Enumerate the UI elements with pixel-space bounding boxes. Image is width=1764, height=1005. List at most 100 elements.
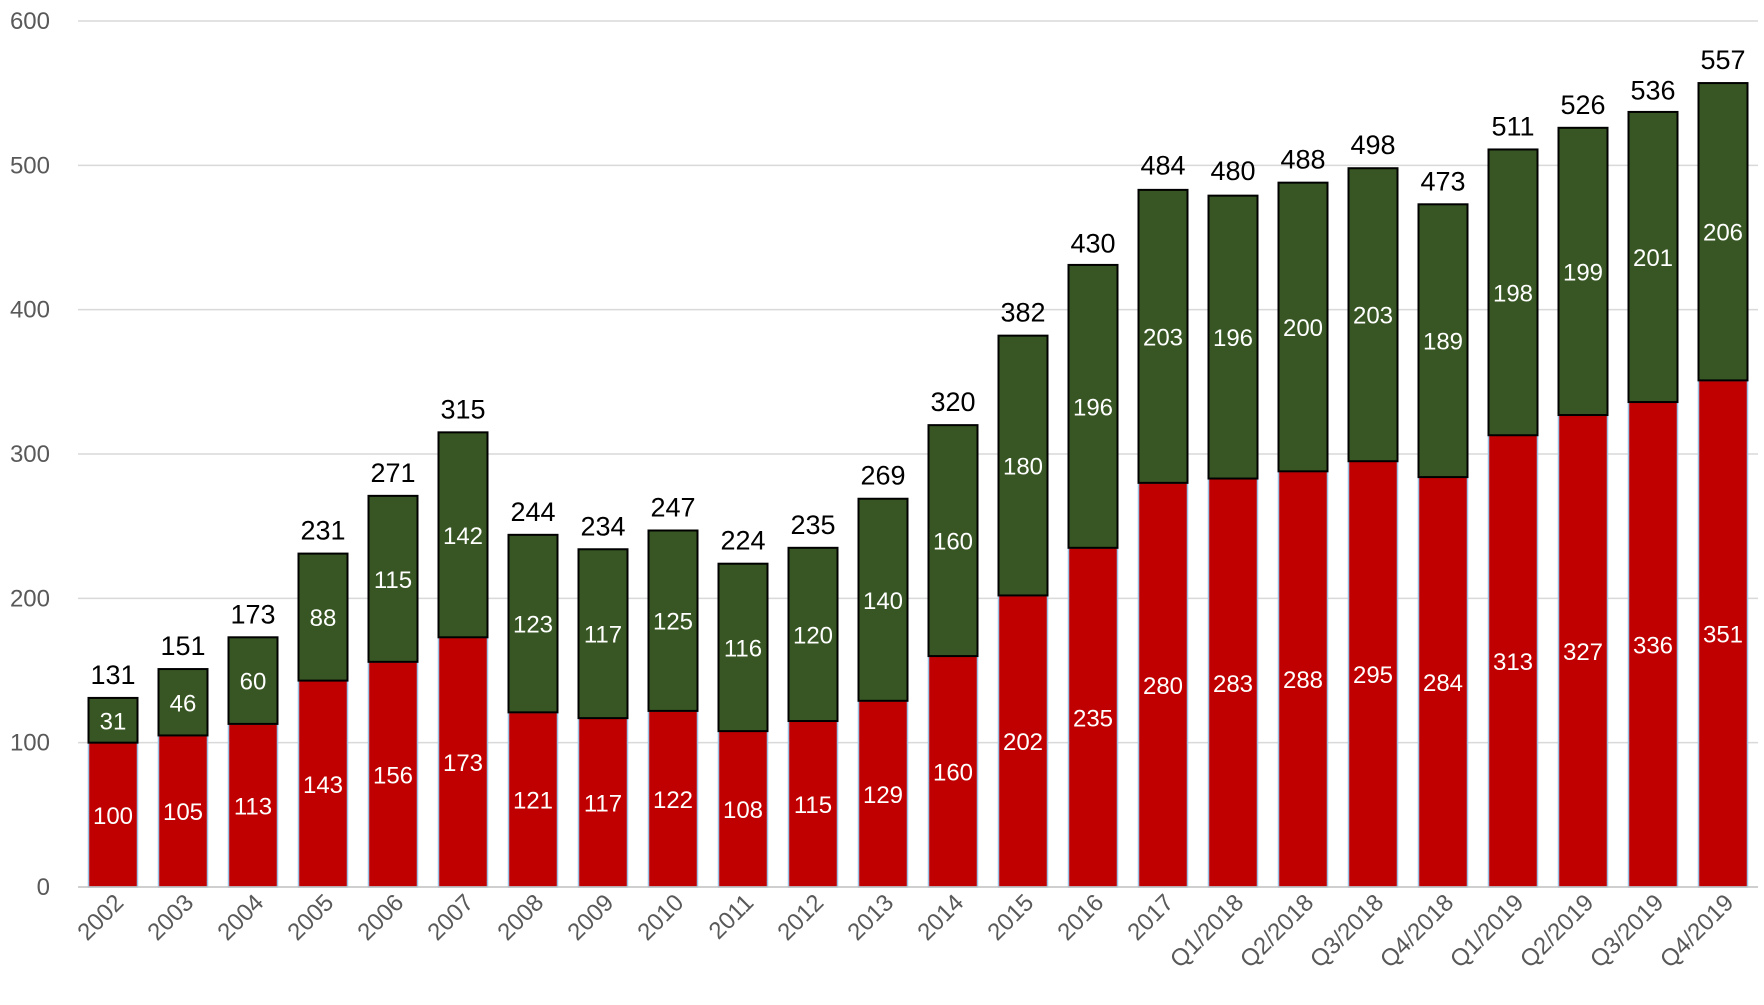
bar-segment-red [577, 717, 629, 888]
bar-segment-red [787, 720, 839, 888]
x-tick-label: 2008 [492, 889, 549, 946]
segment-value-label: 313 [1493, 649, 1533, 676]
segment-value-label: 351 [1703, 622, 1743, 649]
segment-value-label: 115 [374, 567, 412, 594]
segment-value-label: 206 [1703, 220, 1743, 247]
bar-total-label: 526 [1560, 90, 1605, 120]
bar-total-label: 244 [510, 497, 555, 527]
gridlines [78, 20, 1758, 744]
bar-segment-green [367, 494, 419, 663]
x-tick-label: 2017 [1122, 889, 1179, 946]
bar-total-label: 269 [860, 461, 905, 491]
segment-value-label: 100 [93, 803, 133, 830]
x-tick-label: 2016 [1052, 889, 1109, 946]
bar-segment-red [927, 655, 979, 888]
bar-segment-green [507, 533, 559, 714]
segment-value-label: 140 [863, 588, 903, 615]
segment-value-label: 336 [1633, 633, 1673, 660]
y-tick-label: 500 [10, 152, 50, 179]
segment-value-label: 202 [1003, 729, 1043, 756]
bar-segment-green [577, 548, 629, 720]
bar-segment-red [437, 636, 489, 888]
segment-value-label: 142 [443, 523, 483, 550]
bar-segment-green [857, 497, 909, 702]
bar-total-label: 382 [1000, 298, 1045, 328]
x-tick-label: Q2/2018 [1235, 889, 1319, 973]
segment-value-label: 283 [1213, 671, 1253, 698]
segment-value-label: 108 [723, 797, 763, 824]
x-tick-label: Q4/2018 [1375, 889, 1459, 973]
segment-value-label: 123 [513, 612, 553, 639]
segment-value-label: 129 [863, 782, 903, 809]
segment-value-label: 115 [794, 792, 832, 819]
bar-total-label: 131 [90, 660, 135, 690]
bar-total-label: 473 [1420, 166, 1465, 196]
bar-segment-green [647, 529, 699, 712]
bar-segment-green [717, 562, 769, 733]
x-tick-label: Q1/2018 [1165, 889, 1249, 973]
y-tick-label: 200 [10, 585, 50, 612]
segment-value-label: 199 [1563, 259, 1603, 286]
bar-segment-red [1277, 470, 1329, 888]
bar-segment-red [1137, 482, 1189, 888]
bar-segment-green [787, 546, 839, 723]
bar-total-label: 231 [300, 516, 345, 546]
bar-total-label: 224 [720, 526, 765, 556]
segment-value-label: 160 [933, 529, 973, 556]
bar-segment-red [1487, 434, 1539, 888]
bar-total-label: 511 [1491, 111, 1534, 141]
segment-value-label: 160 [933, 760, 973, 787]
y-tick-label: 0 [37, 874, 50, 901]
bar-segment-green [227, 636, 279, 725]
bar-total-label: 480 [1210, 156, 1255, 186]
segment-value-label: 196 [1213, 325, 1253, 352]
segment-value-label: 120 [793, 622, 833, 649]
x-tick-label: Q3/2018 [1305, 889, 1389, 973]
bar-total-label: 320 [930, 387, 975, 417]
bar-segment-green [997, 334, 1049, 597]
bar-total-label: 315 [440, 394, 485, 424]
segment-value-label: 88 [310, 605, 337, 632]
bar-segment-green [1277, 181, 1329, 473]
bar-segment-green [1557, 126, 1609, 417]
bar-segment-red [1557, 414, 1609, 888]
bar-total-label: 498 [1350, 130, 1395, 160]
bar-segment-red [157, 734, 209, 888]
segment-value-label: 198 [1493, 280, 1533, 307]
y-tick-label: 400 [10, 297, 50, 324]
bar-total-label: 234 [580, 511, 625, 541]
bar-segment-red [1627, 401, 1679, 888]
segment-value-label: 280 [1143, 673, 1183, 700]
segment-value-label: 200 [1283, 315, 1323, 342]
segment-value-label: 295 [1353, 662, 1393, 689]
y-tick-label: 100 [10, 730, 50, 757]
x-tick-label: 2014 [912, 889, 969, 946]
x-axis: 2002 2003 2004 2005 2006 2007 2008 2009 2010 2011… [72, 886, 1758, 973]
x-tick-label: 2006 [352, 889, 409, 946]
x-tick-label: 2009 [562, 889, 619, 946]
bar-segment-green [437, 431, 489, 639]
bar-segment-green [1137, 188, 1189, 484]
x-tick-label: 2007 [422, 889, 479, 946]
segment-value-label: 122 [653, 787, 693, 814]
bar-segment-red [647, 710, 699, 888]
segment-value-label: 46 [170, 690, 197, 717]
segment-value-label: 117 [584, 622, 622, 649]
segment-value-label: 327 [1563, 639, 1603, 666]
bar-segment-green [1067, 263, 1119, 549]
segment-value-label: 60 [240, 669, 267, 696]
x-tick-label: 2011 [704, 889, 760, 945]
y-tick-label: 300 [10, 441, 50, 468]
bar-segment-green [1487, 148, 1539, 437]
bar-segment-red [227, 723, 279, 888]
bar-total-label: 557 [1700, 45, 1745, 75]
bar-total-label: 430 [1070, 228, 1115, 258]
bar-total-label: 488 [1280, 145, 1325, 175]
segment-value-label: 189 [1423, 329, 1463, 356]
bar-segment-red [857, 700, 909, 888]
bar-segment-red [507, 711, 559, 888]
bar-segment-green [87, 696, 139, 744]
x-tick-label: 2013 [842, 889, 899, 946]
segment-value-label: 121 [513, 788, 553, 815]
